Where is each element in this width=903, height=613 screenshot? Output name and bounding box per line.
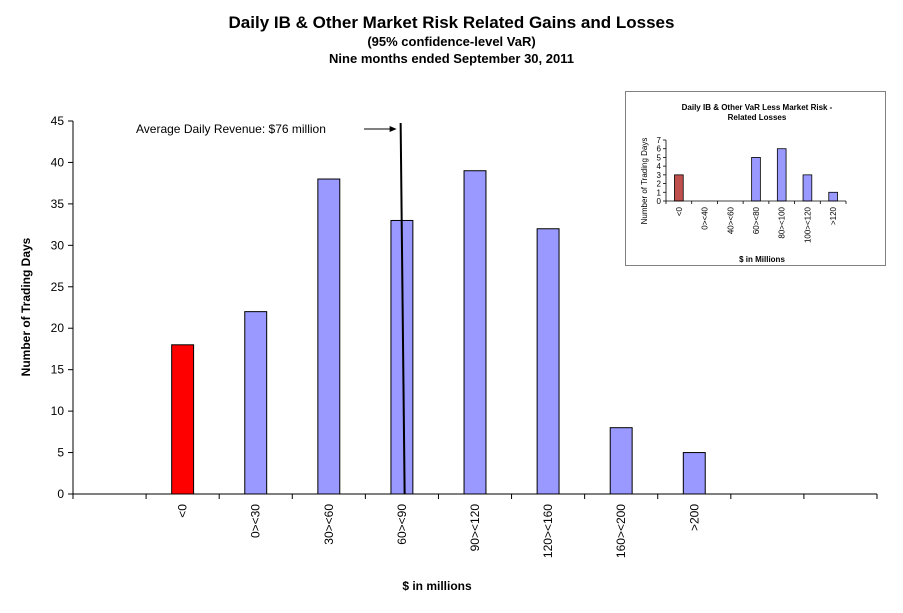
y-tick-label: 30 — [51, 238, 65, 252]
x-tick-label: 60><90 — [395, 504, 409, 545]
y-tick-label: 15 — [51, 363, 65, 377]
average-revenue-line — [399, 122, 406, 495]
average-revenue-annotation: Average Daily Revenue: $76 million — [136, 122, 326, 136]
bar->200 — [682, 452, 706, 495]
x-tick-label: 0><30 — [249, 504, 263, 538]
inset-chart-frame — [625, 91, 886, 266]
chart-subtitle-period: Nine months ended September 30, 2011 — [329, 51, 574, 66]
x-tick-label: 90><120 — [468, 504, 482, 552]
y-tick-label: 40 — [51, 155, 65, 169]
y-tick-label: 10 — [51, 404, 65, 418]
y-axis-label: Number of Trading Days — [19, 237, 33, 376]
y-tick-label: 35 — [51, 197, 65, 211]
chart-subtitle: (95% confidence-level VaR) — [367, 34, 536, 49]
chart-title-block: Daily IB & Other Market Risk Related Gai… — [0, 12, 903, 67]
y-tick-label: 25 — [51, 280, 65, 294]
y-tick-label: 20 — [51, 321, 65, 335]
annotation-arrow-head — [389, 126, 397, 132]
x-tick-label: 30><60 — [322, 504, 336, 545]
bar-160><200 — [609, 427, 633, 495]
y-tick-label: 5 — [57, 446, 64, 460]
x-tick-label: >200 — [687, 504, 701, 531]
y-tick-label: 0 — [57, 487, 64, 501]
x-tick-label: 120><160 — [541, 504, 555, 558]
x-tick-label: 160><200 — [614, 504, 628, 558]
bar-30><60 — [317, 178, 341, 495]
bar-0><30 — [244, 311, 268, 495]
y-tick-label: 45 — [51, 114, 65, 128]
chart-title: Daily IB & Other Market Risk Related Gai… — [228, 13, 675, 32]
bar-90><120 — [463, 170, 487, 495]
bar-<0 — [171, 344, 195, 495]
x-tick-label: <0 — [176, 504, 190, 518]
bar-120><160 — [536, 228, 560, 495]
x-axis-label: $ in millions — [402, 579, 472, 593]
